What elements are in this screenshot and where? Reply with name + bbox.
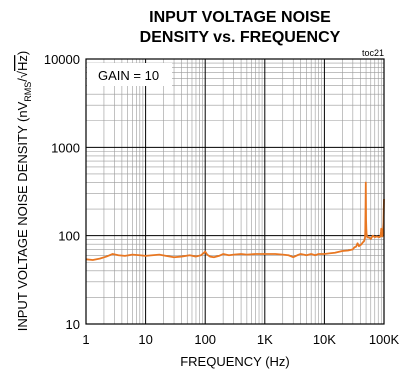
y-axis-label-main: INPUT VOLTAGE NOISE DENSITY (nV [15,101,30,331]
series-layer [85,181,385,261]
y-axis-label-radical: √ [15,70,30,78]
x-tick-label: 10 [138,332,152,347]
y-tick-label: 10 [66,317,80,332]
x-tick-label: 1K [257,332,273,347]
x-axis-label: FREQUENCY (Hz) [180,354,290,369]
y-tick-label: 100 [58,229,80,244]
chart-title-line2: DENSITY vs. FREQUENCY [140,29,341,46]
y-tick-label: 1000 [51,140,80,155]
x-tick-label: 100K [369,332,400,347]
x-tick-label: 1 [82,332,89,347]
y-axis-label-sep: / [15,78,30,82]
series-line-0 [85,181,385,261]
y-tick-labels: 10 100 1000 10000 [44,52,80,332]
annotation-box [87,63,172,86]
y-tick-label: 10000 [44,52,80,67]
minor-gridlines [86,59,384,324]
y-axis-label-close: ) [15,51,30,55]
chart-title-line1: INPUT VOLTAGE NOISE [149,9,331,26]
x-tick-labels: 1 10 100 1K 10K 100K [82,332,399,347]
plot-frame [85,58,385,325]
gain-annotation: GAIN = 10 [98,68,159,83]
figure-id: toc21 [362,48,384,58]
x-tick-label: 100 [194,332,216,347]
major-gridlines [85,59,384,325]
y-axis-label: INPUT VOLTAGE NOISE DENSITY (nVRMS/√Hz) [15,51,33,331]
y-axis-label-unit: Hz [15,55,30,71]
y-axis-label-sub: RMS [23,82,33,102]
x-tick-label: 10K [313,332,336,347]
